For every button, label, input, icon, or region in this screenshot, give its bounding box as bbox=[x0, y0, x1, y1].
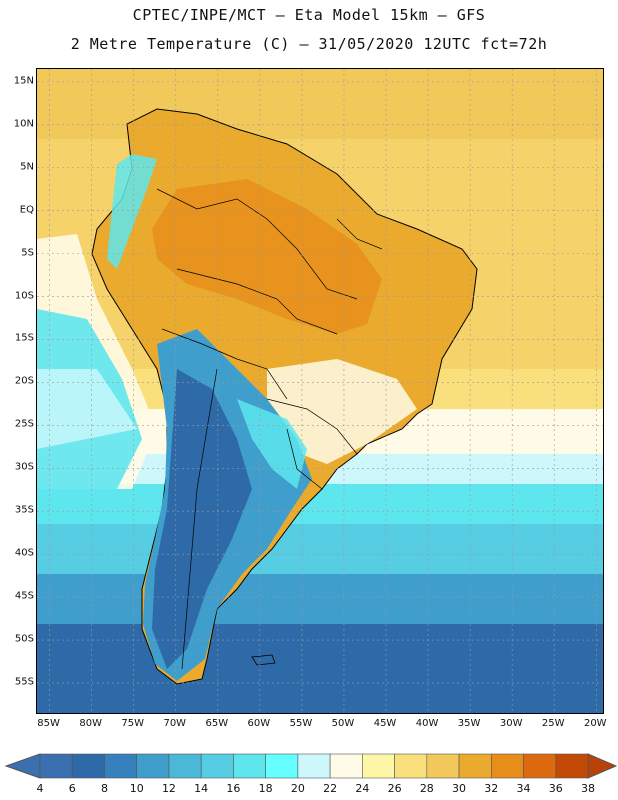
colorbar-label: 8 bbox=[100, 782, 108, 795]
longitude-label: 25W bbox=[541, 718, 565, 729]
colorbar-swatch bbox=[104, 753, 138, 779]
colorbar-label: 16 bbox=[226, 782, 241, 795]
southeast-cooler-region bbox=[267, 359, 417, 464]
longitude-label: 30W bbox=[499, 718, 523, 729]
latitude-label: 15N bbox=[13, 75, 34, 87]
colorbar-label: 10 bbox=[129, 782, 144, 795]
colorbar-swatch bbox=[394, 753, 428, 779]
colorbar-swatch bbox=[523, 753, 557, 779]
map-canvas bbox=[37, 69, 603, 713]
map-subtitle: 2 Metre Temperature (C) – 31/05/2020 12U… bbox=[70, 35, 548, 53]
colorbar-swatch bbox=[490, 753, 524, 779]
latitude-label: EQ bbox=[19, 204, 34, 216]
colorbar-swatch bbox=[71, 753, 105, 779]
colorbar-label: 28 bbox=[419, 782, 434, 795]
pampas-mild bbox=[237, 399, 307, 489]
map-title: CPTEC/INPE/MCT – Eta Model 15km – GFS bbox=[132, 6, 486, 24]
longitude-label: 60W bbox=[247, 718, 271, 729]
longitude-label: 55W bbox=[289, 718, 313, 729]
colorbar-low-arrow bbox=[4, 753, 41, 779]
colorbar-swatch bbox=[200, 753, 234, 779]
latitude-label: 5N bbox=[20, 161, 34, 173]
longitude-label: 50W bbox=[331, 718, 355, 729]
colorbar-label: 4 bbox=[36, 782, 44, 795]
latitude-label: 35S bbox=[14, 504, 34, 516]
longitude-label: 40W bbox=[415, 718, 439, 729]
colorbar-label: 38 bbox=[581, 782, 595, 795]
amazon-hot-region bbox=[152, 179, 382, 334]
colorbar-label: 20 bbox=[290, 782, 305, 795]
colorbar-swatch bbox=[458, 753, 492, 779]
colorbar-swatch bbox=[39, 753, 73, 779]
longitude-label: 80W bbox=[79, 718, 102, 729]
latitude-label: 55S bbox=[14, 676, 34, 688]
graticule bbox=[37, 69, 603, 713]
colorbar-label: 12 bbox=[161, 782, 176, 795]
colorbar-label: 36 bbox=[548, 782, 563, 795]
latitude-label: 50S bbox=[14, 633, 34, 645]
latitude-label: 10S bbox=[14, 290, 34, 302]
latitude-label: 15S bbox=[14, 332, 34, 344]
colorbar-label: 22 bbox=[323, 782, 338, 795]
colorbar-swatch bbox=[329, 753, 363, 779]
latitude-label: 30S bbox=[14, 461, 34, 473]
falkland-islands bbox=[251, 654, 276, 666]
latitude-label: 5S bbox=[21, 247, 34, 259]
pacific-pale-water bbox=[37, 369, 137, 449]
colorbar-label: 18 bbox=[258, 782, 273, 795]
latitude-label: 10N bbox=[13, 118, 34, 130]
latitude-label: 20S bbox=[14, 375, 34, 387]
temperature-map[interactable] bbox=[36, 68, 604, 714]
northern-andes-cold bbox=[107, 154, 157, 269]
colorbar-swatch bbox=[168, 753, 202, 779]
colorbar-label: 24 bbox=[355, 782, 370, 795]
temperature-colorbar bbox=[4, 753, 618, 779]
longitude-label: 45W bbox=[373, 718, 397, 729]
colorbar-swatch bbox=[297, 753, 331, 779]
colorbar-swatch bbox=[426, 753, 460, 779]
ocean-band-hot-north bbox=[37, 69, 603, 139]
colorbar-swatch bbox=[265, 753, 299, 779]
colorbar-label: 6 bbox=[68, 782, 76, 795]
longitude-label: 75W bbox=[121, 718, 145, 729]
colorbar-label: 14 bbox=[194, 782, 209, 795]
colorbar-swatch bbox=[555, 753, 589, 779]
latitude-label: 25S bbox=[14, 418, 34, 430]
colorbar-high-arrow bbox=[587, 753, 618, 779]
longitude-label: 20W bbox=[583, 718, 607, 729]
latitude-label: 40S bbox=[14, 547, 34, 559]
colorbar-swatch bbox=[136, 753, 170, 779]
country-borders bbox=[156, 188, 383, 670]
longitude-label: 65W bbox=[205, 718, 229, 729]
longitude-label: 35W bbox=[457, 718, 481, 729]
colorbar-label: 30 bbox=[452, 782, 467, 795]
colorbar-label: 34 bbox=[516, 782, 531, 795]
ocean-band-cold bbox=[37, 624, 603, 713]
patagonia-cold bbox=[152, 369, 252, 669]
colorbar-swatch bbox=[362, 753, 395, 779]
colorbar-label: 32 bbox=[484, 782, 499, 795]
longitude-label: 70W bbox=[163, 718, 187, 729]
longitude-label: 85W bbox=[37, 718, 60, 729]
latitude-label: 45S bbox=[14, 590, 34, 602]
colorbar-swatch bbox=[233, 753, 266, 779]
colorbar-label: 26 bbox=[387, 782, 402, 795]
